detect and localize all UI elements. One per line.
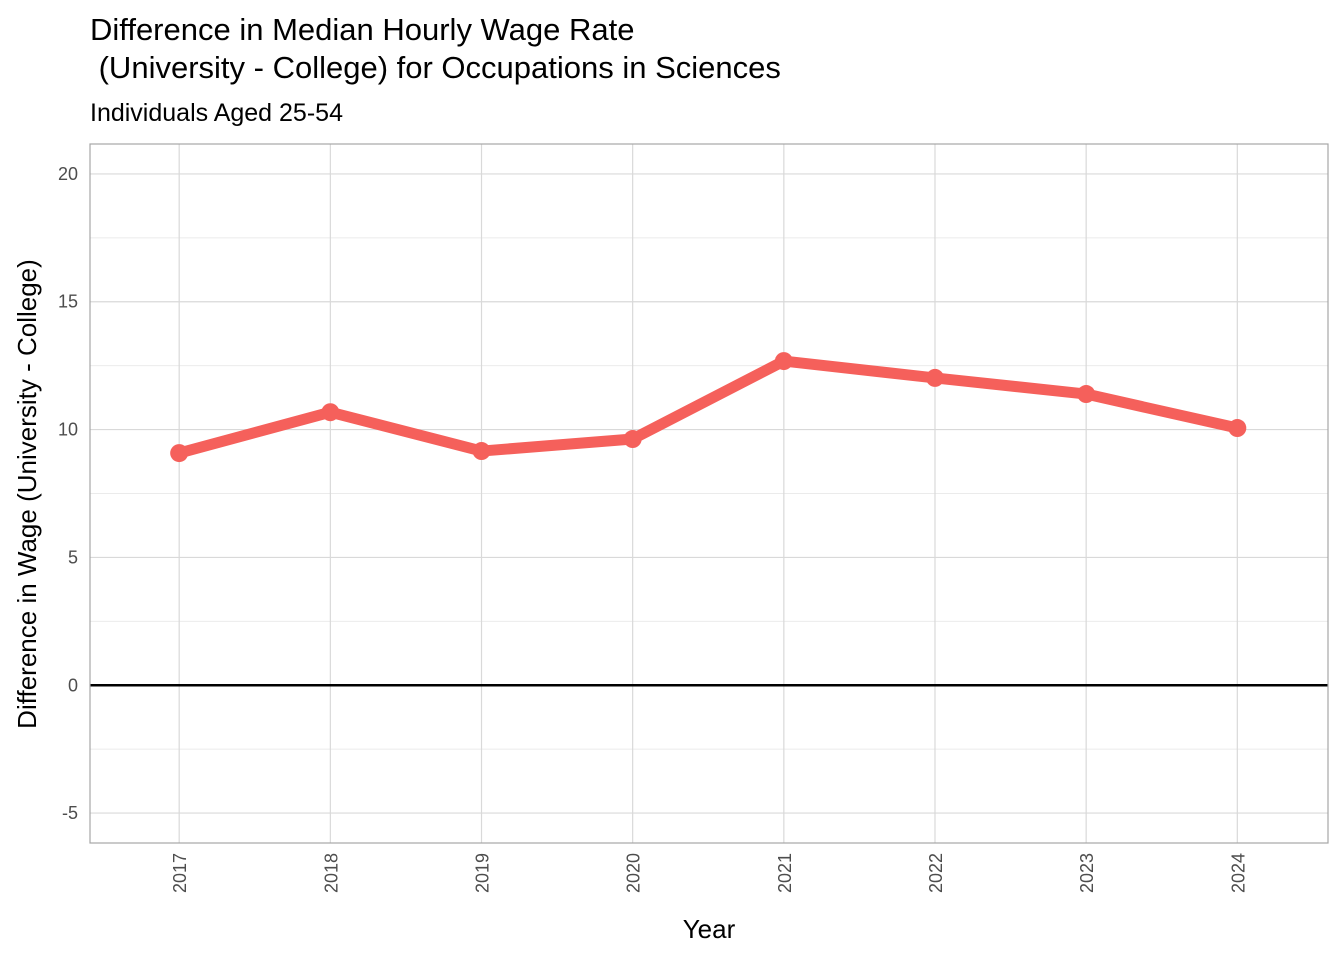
x-tick-label: 2021: [775, 853, 795, 893]
x-tick-label: 2019: [473, 853, 493, 893]
chart-title: Difference in Median Hourly Wage Rate: [90, 12, 634, 47]
x-tick-label: 2022: [926, 853, 946, 893]
point: [170, 444, 189, 463]
point: [1077, 385, 1096, 404]
x-tick-label: 2020: [624, 853, 644, 893]
line: [177, 355, 1239, 459]
x-axis-title: Year: [683, 914, 736, 944]
x-tick-label: 2023: [1077, 853, 1097, 893]
y-tick-label: 5: [68, 547, 78, 567]
y-tick-label: 0: [68, 675, 78, 695]
y-tick-label: 20: [58, 164, 78, 184]
y-tick-label: -5: [62, 803, 78, 823]
chart-subtitle: Individuals Aged 25-54: [90, 99, 343, 127]
point: [925, 368, 944, 387]
point: [1228, 419, 1247, 438]
chart-title: (University - College) for Occupations i…: [90, 50, 781, 85]
y-tick-label: 15: [58, 292, 78, 312]
point: [774, 352, 793, 371]
point: [623, 430, 642, 449]
panel-border: [89, 143, 1329, 844]
y-tick-label: 10: [58, 420, 78, 440]
x-tick-label: 2017: [170, 853, 190, 893]
point: [472, 442, 491, 461]
x-tick-label: 2018: [321, 853, 341, 893]
x-tick-label: 2024: [1228, 853, 1248, 893]
y-axis-title: Difference in Wage (University - College…: [12, 259, 42, 729]
point: [321, 403, 340, 422]
